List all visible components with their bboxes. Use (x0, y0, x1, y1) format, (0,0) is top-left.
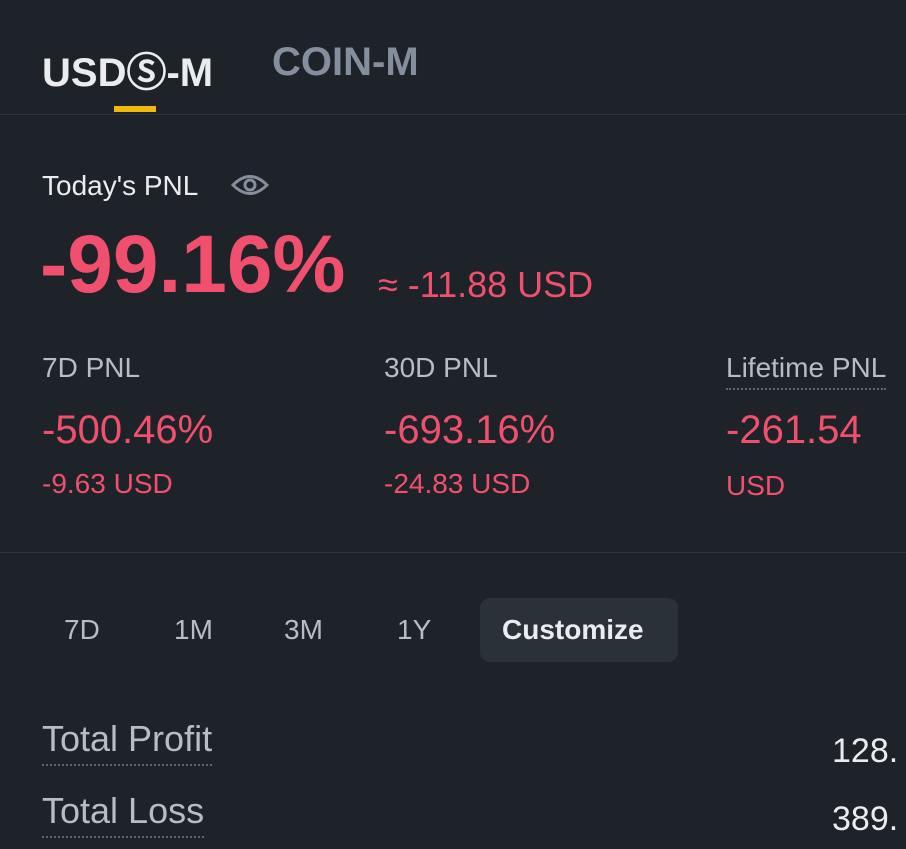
period-label: 30D PNL (384, 352, 498, 383)
divider (0, 552, 906, 553)
total-label: Total Loss (42, 790, 205, 838)
range-button[interactable]: 1Y (397, 614, 432, 645)
period-percent: -693.16% (384, 408, 556, 452)
period-percent: -500.46% (42, 408, 214, 452)
period-amount: -24.83 USD (384, 468, 531, 499)
today-label: Today's PNL (42, 170, 199, 201)
tab-coinm[interactable]: COIN-M (272, 40, 419, 84)
eye-icon[interactable] (230, 170, 270, 200)
today-percent: -99.16% (40, 219, 346, 310)
range-button[interactable]: 1M (174, 614, 213, 645)
tab-indicator (114, 106, 156, 112)
range-button-active[interactable]: Customize (502, 614, 644, 645)
period-amount: USD (726, 470, 786, 501)
total-value: 128. (832, 732, 899, 770)
period-label: 7D PNL (42, 352, 141, 383)
today-amount: ≈ -11.88 USD (378, 264, 594, 305)
range-selected-bg (480, 598, 678, 662)
period-label: Lifetime PNL (726, 352, 887, 390)
total-value: 389. (832, 800, 899, 838)
range-button[interactable]: 3M (284, 614, 323, 645)
total-label: Total Profit (42, 718, 213, 766)
divider (0, 114, 906, 115)
range-button[interactable]: 7D (64, 614, 100, 645)
tab-usdm[interactable]: USDⓈ-M (42, 51, 214, 95)
period-amount: -9.63 USD (42, 468, 173, 499)
period-percent: -261.54 (726, 408, 862, 452)
